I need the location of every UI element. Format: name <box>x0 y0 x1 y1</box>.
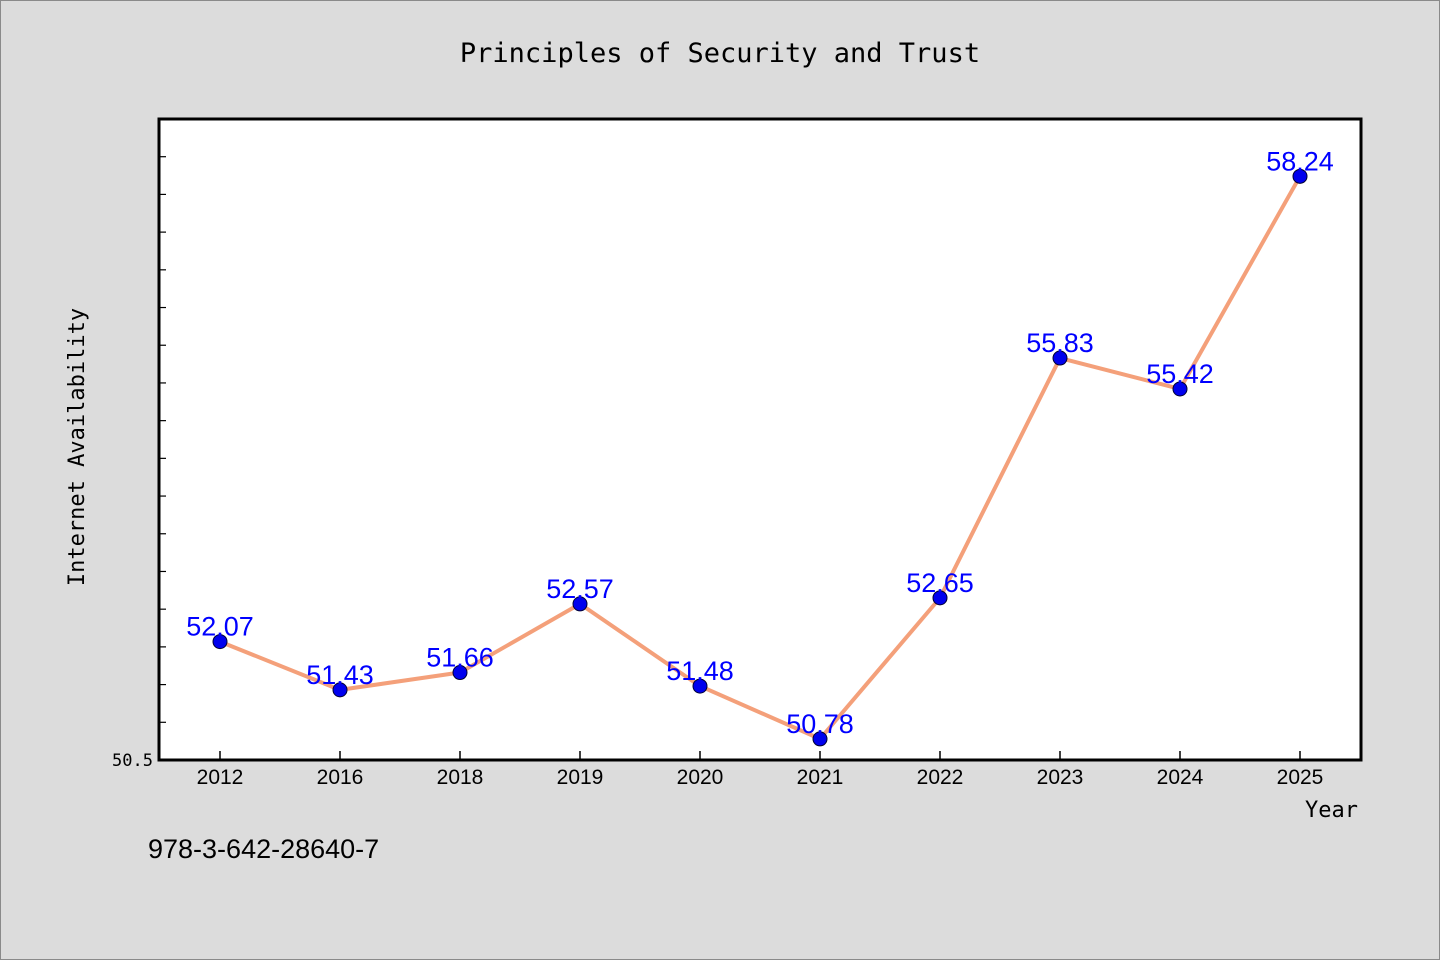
x-tick-label: 2021 <box>797 766 844 789</box>
data-point <box>932 590 948 606</box>
data-label: 51.43 <box>306 660 374 690</box>
data-point <box>332 682 348 698</box>
y-axis-label: Internet Availability <box>65 308 90 586</box>
series-internet-availability <box>212 168 1308 747</box>
x-axis: 2012 2016 2018 2019 2020 2021 2022 2023 2024 2025 <box>197 751 1324 789</box>
x-axis-label: Year <box>1305 798 1358 823</box>
series-line <box>218 174 1302 741</box>
x-tick-label: 2018 <box>437 766 484 789</box>
data-label: 50.78 <box>786 709 854 739</box>
data-label: 52.57 <box>546 574 614 604</box>
chart-title: Principles of Security and Trust <box>460 38 980 69</box>
y-tick-label: 50.5 <box>112 751 153 771</box>
data-label: 55.42 <box>1146 359 1214 389</box>
data-label: 55.83 <box>1026 328 1094 358</box>
x-tick-label: 2025 <box>1277 766 1324 789</box>
x-tick-label: 2012 <box>197 766 244 789</box>
data-point <box>812 731 828 747</box>
x-tick-label: 2023 <box>1037 766 1084 789</box>
data-label: 51.66 <box>426 643 494 673</box>
x-tick-label: 2020 <box>677 766 724 789</box>
data-point <box>1292 168 1308 184</box>
x-tick-label: 2022 <box>917 766 964 789</box>
data-label: 51.48 <box>666 656 734 686</box>
plot-area <box>157 117 1363 762</box>
isbn-text: 978-3-642-28640-7 <box>148 834 380 864</box>
data-point <box>1172 381 1188 397</box>
data-point <box>692 678 708 694</box>
data-point <box>1052 350 1068 366</box>
data-point <box>572 596 588 612</box>
data-label: 52.65 <box>906 568 974 598</box>
data-label: 58.24 <box>1266 146 1334 176</box>
data-labels: 52.07 51.43 51.66 52.57 51.48 50.78 52.65 55.83… <box>186 146 1334 739</box>
data-point <box>212 634 228 650</box>
x-tick-label: 2019 <box>557 766 604 789</box>
data-label: 52.07 <box>186 612 254 642</box>
x-tick-label: 2024 <box>1157 766 1204 789</box>
x-tick-label: 2016 <box>317 766 364 789</box>
data-point <box>452 665 468 681</box>
y-axis: 50.5 <box>112 156 166 771</box>
